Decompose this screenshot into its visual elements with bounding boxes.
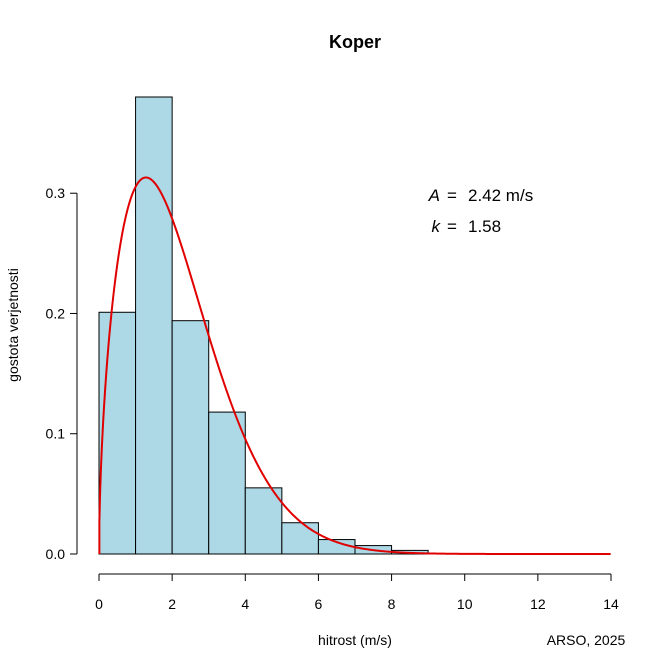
x-tick-label: 4 [241, 596, 249, 612]
chart-title: Koper [329, 32, 381, 52]
histogram-bar [98, 311, 137, 555]
weibull-parameters: A = 2.42 m/s k = 1.58 [428, 186, 534, 236]
x-tick-label: 10 [457, 596, 473, 612]
source-credit: ARSO, 2025 [547, 632, 626, 648]
x-tick-label: 0 [95, 596, 103, 612]
y-tick-label: 0.3 [46, 185, 66, 201]
param-k-value: 1.58 [468, 217, 501, 236]
param-k-symbol: k [432, 217, 442, 236]
x-tick-label: 8 [388, 596, 396, 612]
param-k-equals: = [447, 217, 457, 236]
histogram-bar [244, 487, 283, 555]
histogram-bar [281, 522, 319, 555]
y-tick-label: 0.2 [46, 305, 66, 321]
y-tick-label: 0.1 [46, 426, 66, 442]
x-tick-label: 6 [315, 596, 323, 612]
histogram-bar [208, 411, 246, 555]
histogram-bar [171, 320, 210, 555]
x-tick-label: 2 [168, 596, 176, 612]
y-axis: 0.0 0.1 0.2 0.3 [46, 185, 78, 562]
y-axis-label: gostota verjetnosti [5, 268, 21, 382]
param-a-symbol: A [428, 186, 440, 205]
param-a-value: 2.42 m/s [468, 186, 533, 205]
x-tick-label: 12 [530, 596, 546, 612]
y-tick-label: 0.0 [46, 546, 66, 562]
histogram-bar [135, 96, 173, 555]
x-axis-label: hitrost (m/s) [318, 632, 392, 648]
param-a-equals: = [447, 186, 457, 205]
histogram-bars [98, 96, 429, 555]
weibull-density-curve [98, 176, 611, 555]
x-tick-label: 14 [603, 596, 619, 612]
x-axis: 0 2 4 6 8 10 12 14 [95, 573, 619, 612]
